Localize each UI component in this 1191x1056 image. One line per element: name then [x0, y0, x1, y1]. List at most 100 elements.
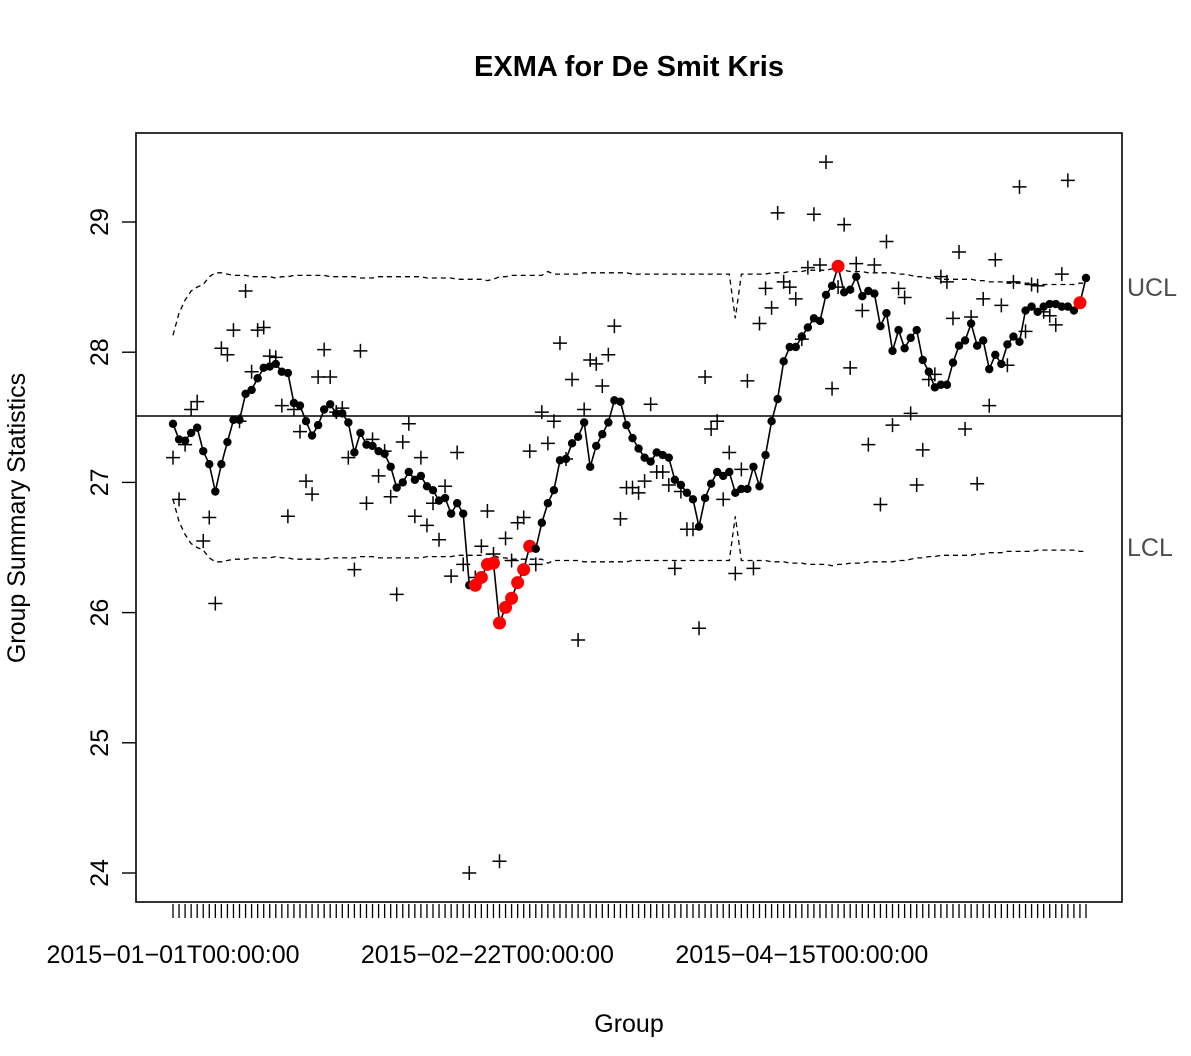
- summary-point: [948, 358, 958, 367]
- observation-marker: [752, 316, 767, 331]
- observation-marker: [311, 369, 326, 384]
- observation-marker: [758, 281, 773, 296]
- observation-marker: [976, 291, 991, 306]
- control-limits: [136, 268, 1122, 567]
- observation-marker: [855, 303, 870, 318]
- observation-marker: [970, 476, 985, 491]
- observation-marker: [516, 510, 531, 525]
- observation-marker: [565, 372, 580, 387]
- observation-marker: [474, 539, 489, 554]
- observation-marker: [655, 464, 670, 479]
- observation-marker: [407, 509, 422, 524]
- summary-point: [803, 323, 813, 332]
- summary-point: [791, 342, 800, 352]
- summary-point: [1021, 306, 1030, 315]
- summary-point: [416, 471, 426, 481]
- summary-point: [979, 336, 988, 345]
- observation-marker: [305, 487, 320, 502]
- summary-point: [815, 316, 825, 326]
- summary-point: [380, 449, 389, 458]
- summary-point: [567, 439, 577, 448]
- summary-point: [531, 544, 540, 554]
- observation-marker: [819, 155, 834, 170]
- x-axis-label: Group: [594, 1010, 663, 1038]
- summary-point: [634, 444, 643, 453]
- summary-point: [356, 428, 365, 438]
- observation-marker: [280, 509, 295, 524]
- observation-marker: [166, 450, 180, 465]
- observation-marker: [734, 462, 749, 477]
- observation-marker: [577, 402, 592, 417]
- observation-marker: [607, 319, 622, 334]
- summary-point: [543, 499, 553, 508]
- observation-marker: [353, 343, 368, 358]
- summary-point: [670, 475, 680, 484]
- observation-marker: [909, 478, 924, 493]
- summary-point: [235, 415, 244, 425]
- observation-marker: [643, 397, 658, 412]
- summary-point: [1009, 332, 1018, 341]
- summary-point: [598, 430, 607, 439]
- observation-marker: [994, 298, 1009, 313]
- summary-point: [906, 333, 915, 343]
- summary-point: [585, 462, 595, 471]
- summary-point: [229, 415, 238, 425]
- observation-marker: [988, 252, 1003, 267]
- summary-point: [845, 285, 855, 294]
- observation-marker: [746, 561, 761, 576]
- observation-marker: [728, 566, 743, 581]
- summary-point: [876, 321, 885, 331]
- summary-point: [942, 380, 952, 389]
- x-tick-label: 2015−01−01T00:00:00: [46, 941, 299, 969]
- observation-marker: [1060, 173, 1075, 188]
- observation-marker: [1054, 267, 1069, 282]
- observation-marker: [413, 450, 428, 465]
- violation-point: [511, 576, 525, 590]
- observation-marker: [552, 336, 567, 351]
- observation-marker: [982, 398, 997, 413]
- ucl-line: [172, 268, 1086, 336]
- x-tick-label: 2015−02−22T00:00:00: [361, 941, 614, 969]
- observation-marker: [504, 553, 519, 568]
- observation-marker: [480, 504, 495, 519]
- summary-point: [168, 419, 178, 429]
- summary-point: [725, 467, 734, 477]
- observation-marker: [879, 234, 894, 249]
- summary-point: [338, 409, 347, 418]
- violation-point: [505, 591, 519, 605]
- observation-marker: [220, 347, 235, 362]
- summary-point: [1081, 273, 1091, 283]
- summary-point: [319, 405, 329, 414]
- observation-marker: [1042, 308, 1057, 323]
- observation-marker: [438, 479, 453, 494]
- summary-point: [332, 409, 341, 418]
- summary-point: [344, 418, 353, 427]
- summary-point: [900, 344, 909, 353]
- summary-point: [1015, 337, 1024, 346]
- summary-point: [1069, 306, 1079, 315]
- y-axis: 24 25 26 27 28 29: [86, 208, 136, 887]
- observation-marker: [637, 474, 652, 489]
- summary-point: [537, 518, 547, 527]
- summary-point: [326, 400, 335, 409]
- observation-marker: [540, 436, 555, 451]
- observation-marker: [631, 485, 646, 500]
- observation-marker: [710, 414, 725, 429]
- observation-marker: [226, 323, 241, 338]
- observation-marker: [722, 445, 737, 460]
- observation-marker: [546, 414, 561, 429]
- summary-point: [392, 483, 401, 492]
- summary-point: [247, 385, 256, 395]
- violation-point: [517, 563, 531, 577]
- violation-point: [1073, 296, 1087, 310]
- observation-marker: [244, 364, 259, 379]
- summary-point: [966, 319, 976, 328]
- summary-point: [192, 423, 202, 432]
- summary-point: [186, 428, 196, 438]
- summary-point: [870, 289, 879, 298]
- summary-point: [307, 431, 317, 440]
- observation-marker: [903, 406, 918, 421]
- summary-point: [573, 432, 583, 442]
- summary-point: [997, 359, 1006, 369]
- summary-point: [688, 495, 698, 504]
